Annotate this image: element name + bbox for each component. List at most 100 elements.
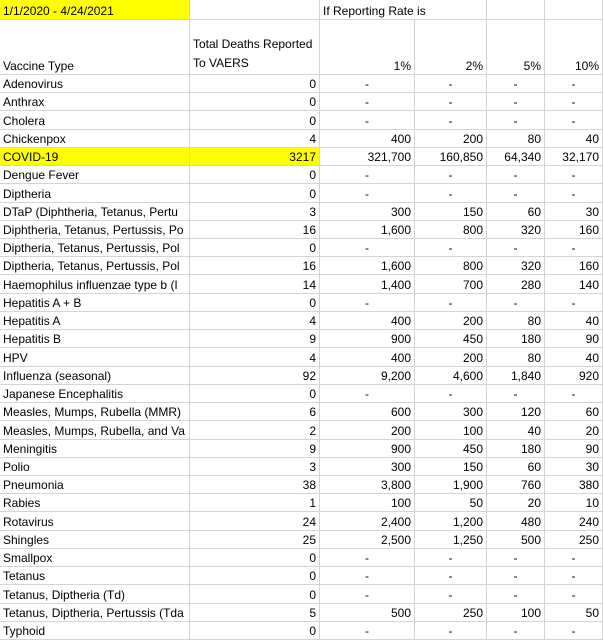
cell-text: 50 [585, 605, 599, 620]
cell-text: 250 [578, 532, 599, 547]
value-cell: - [487, 567, 545, 586]
value-cell: 2,500 [320, 530, 415, 549]
cell-text: 4,600 [452, 368, 483, 383]
cell-text: 4 [309, 131, 316, 146]
cell-text: 5% [523, 59, 541, 73]
value-cell: - [320, 621, 415, 640]
value-cell: - [545, 621, 603, 640]
cell-text: Vaccine Type [3, 59, 74, 73]
value-cell: - [415, 93, 487, 112]
cell-text: HPV [3, 350, 28, 365]
vaccine-name: Anthrax [0, 93, 190, 112]
value-cell: 4 [190, 129, 320, 148]
value-cell: - [545, 75, 603, 94]
value-cell: 9 [190, 330, 320, 349]
value-cell: 3 [190, 202, 320, 221]
vaccine-name: Diptheria [0, 184, 190, 203]
value-cell: - [487, 585, 545, 604]
vaccine-name: Shingles [0, 530, 190, 549]
cell-text: - [513, 113, 518, 128]
value-cell: - [545, 184, 603, 203]
cell-text: 5 [309, 605, 316, 620]
cell-text: 100 [462, 423, 483, 438]
value-cell: 60 [487, 202, 545, 221]
value-cell: 80 [487, 311, 545, 331]
cell-text: - [448, 186, 453, 201]
cell-text: Hepatitis B [3, 332, 62, 347]
cell-text: 150 [462, 459, 483, 474]
cell-text: 1,600 [380, 259, 411, 274]
value-cell: 0 [190, 548, 320, 568]
cell-text: 3217 [289, 150, 316, 165]
cell-text: 400 [390, 350, 411, 365]
vaccine-name: Pneumonia [0, 475, 190, 495]
cell-text: - [571, 569, 576, 584]
cell-text: 60 [585, 405, 599, 420]
value-cell: 100 [320, 494, 415, 513]
vaccine-name: Tetanus, Diptheria, Pertussis (Tda [0, 603, 190, 622]
value-cell: 300 [320, 202, 415, 221]
value-cell: 120 [487, 403, 545, 422]
cell-text: Meningitis [3, 441, 58, 456]
cell-text: 0 [309, 387, 316, 402]
cell-text: Chickenpox [3, 131, 66, 146]
value-cell: - [487, 548, 545, 568]
value-cell: 800 [415, 257, 487, 276]
cell-text: 250 [462, 605, 483, 620]
empty-cell [190, 0, 320, 20]
cell-text: 14 [302, 277, 316, 292]
value-cell: - [320, 567, 415, 586]
value-cell: 0 [190, 384, 320, 404]
cell-text: 160 [578, 259, 599, 274]
value-cell: 0 [190, 621, 320, 640]
cell-text: 9 [309, 332, 316, 347]
value-cell: - [545, 111, 603, 130]
value-cell: 920 [545, 366, 603, 385]
value-cell: 300 [415, 403, 487, 422]
column-header: 10% [545, 20, 603, 75]
value-cell: 160 [545, 220, 603, 240]
column-header: 5% [487, 20, 545, 75]
cell-text: Tetanus, Diptheria (Td) [3, 587, 126, 602]
value-cell: - [545, 239, 603, 258]
cell-text: 300 [390, 459, 411, 474]
cell-text: 0 [309, 77, 316, 92]
cell-text: 16 [302, 259, 316, 274]
cell-text: 3 [309, 459, 316, 474]
cell-text: 100 [520, 605, 541, 620]
cell-text: - [365, 295, 369, 310]
value-cell: - [320, 239, 415, 258]
value-cell: 30 [545, 457, 603, 476]
cell-text: 500 [520, 532, 541, 547]
value-cell: 321,700 [320, 147, 415, 167]
cell-text: 10 [585, 496, 599, 511]
value-cell: 50 [545, 603, 603, 622]
value-cell: 320 [487, 257, 545, 276]
cell-text: Measles, Mumps, Rubella, and Va [3, 423, 185, 438]
value-cell: 0 [190, 166, 320, 185]
value-cell: 160,850 [415, 147, 487, 167]
cell-text: Total Deaths Reported To VAERS [193, 37, 313, 70]
cell-text: 38 [302, 478, 316, 493]
value-cell: 2,400 [320, 512, 415, 531]
cell-text: - [571, 623, 576, 638]
vaccine-name: Diptheria, Tetanus, Pertussis, Pol [0, 257, 190, 276]
cell-text: 2 [309, 423, 316, 438]
cell-text: 10% [574, 59, 599, 73]
vaccine-name: HPV [0, 348, 190, 367]
value-cell: - [415, 166, 487, 185]
cell-text: 60 [527, 459, 541, 474]
value-cell: 150 [415, 457, 487, 476]
cell-text: 200 [390, 423, 411, 438]
value-cell: 0 [190, 567, 320, 586]
cell-text: 1,900 [452, 478, 483, 493]
cell-text: 1,400 [380, 277, 411, 292]
value-cell: 200 [415, 129, 487, 148]
value-cell: 32,170 [545, 147, 603, 167]
value-cell: 3 [190, 457, 320, 476]
cell-text: 700 [462, 277, 483, 292]
value-cell: 500 [487, 530, 545, 549]
rate-caption: If Reporting Rate is [320, 0, 426, 20]
cell-text: 25 [302, 532, 316, 547]
cell-text: 900 [390, 332, 411, 347]
